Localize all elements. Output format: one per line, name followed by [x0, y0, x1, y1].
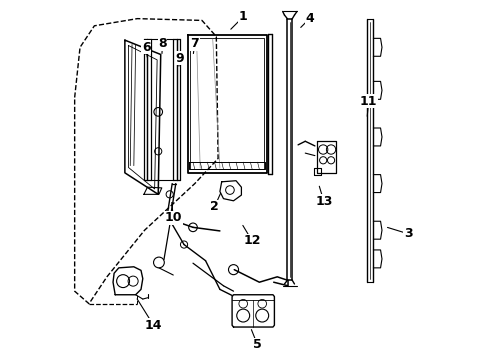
Text: 8: 8 [158, 37, 167, 50]
Text: 10: 10 [165, 211, 182, 224]
Text: 7: 7 [191, 37, 199, 50]
Text: 11: 11 [360, 95, 377, 108]
Text: 5: 5 [253, 338, 262, 351]
Text: 12: 12 [244, 234, 261, 247]
Text: 6: 6 [142, 41, 151, 54]
Text: 2: 2 [210, 201, 219, 213]
Text: 3: 3 [404, 227, 413, 240]
Text: 4: 4 [305, 12, 314, 25]
Text: 13: 13 [315, 195, 333, 208]
Text: 14: 14 [145, 319, 162, 332]
Text: 1: 1 [239, 10, 247, 23]
Text: 9: 9 [175, 51, 184, 64]
